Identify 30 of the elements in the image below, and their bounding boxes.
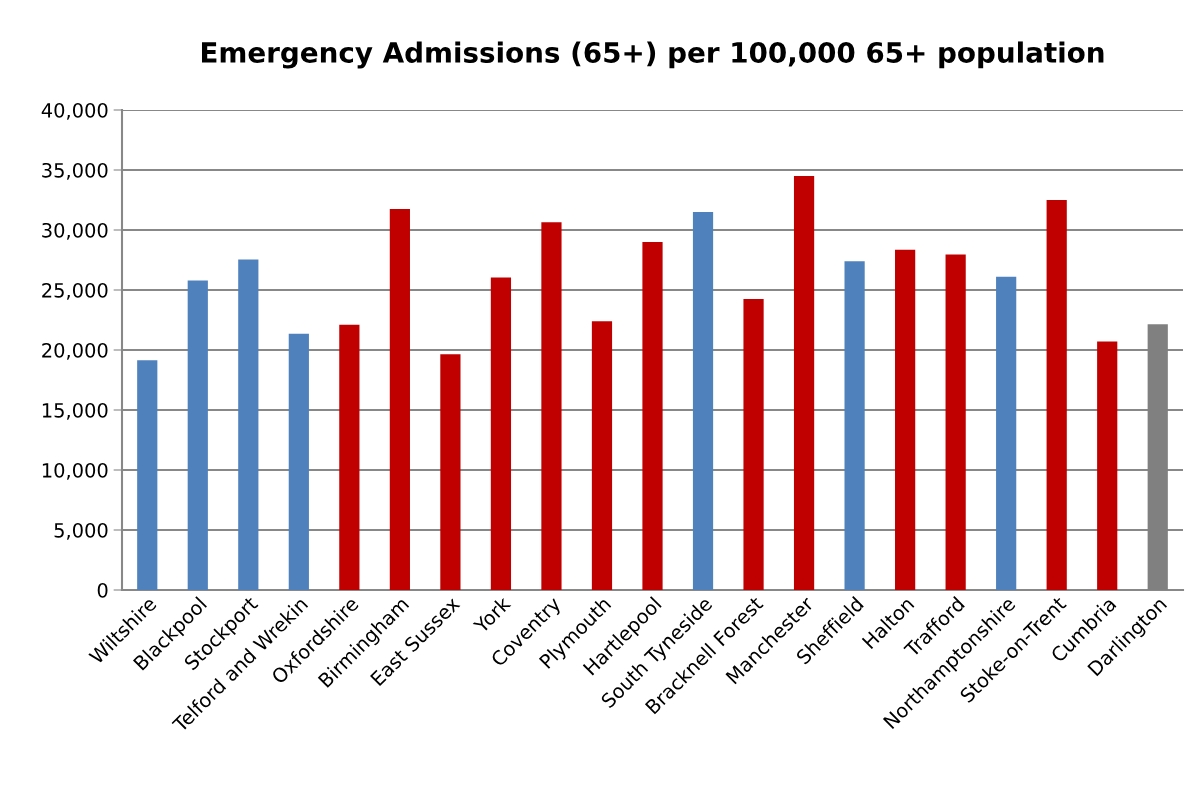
- bar: [642, 242, 663, 590]
- bar: [440, 354, 461, 590]
- bar: [137, 360, 158, 590]
- bar: [844, 261, 865, 590]
- bar: [238, 259, 259, 590]
- bar: [1097, 341, 1118, 590]
- chart-title: Emergency Admissions (65+) per 100,000 65+ population: [201, 41, 1104, 69]
- y-tick-label: 25,000: [42, 282, 108, 300]
- y-tick-label: 15,000: [42, 402, 108, 420]
- bar: [591, 321, 613, 590]
- y-tick-label: 20,000: [42, 342, 108, 360]
- y-tick-label: 30,000: [42, 222, 108, 240]
- bar: [288, 333, 309, 590]
- bar: [389, 209, 410, 590]
- y-tick-label: 40,000: [41, 102, 108, 120]
- bar: [541, 222, 562, 590]
- bar: [490, 277, 512, 590]
- y-tick-label: 35,000: [42, 162, 108, 180]
- bar: [1046, 200, 1067, 590]
- bar: [945, 254, 966, 590]
- bar: [743, 299, 764, 590]
- bar: [692, 212, 714, 590]
- y-tick-label: 0: [97, 582, 108, 598]
- y-tick-label: 5,000: [54, 522, 108, 540]
- bar: [793, 176, 815, 590]
- bar: [996, 276, 1017, 590]
- y-tick-label: 10,000: [42, 462, 108, 480]
- bar: [187, 280, 208, 590]
- bar: [339, 324, 360, 590]
- bar: [895, 249, 916, 590]
